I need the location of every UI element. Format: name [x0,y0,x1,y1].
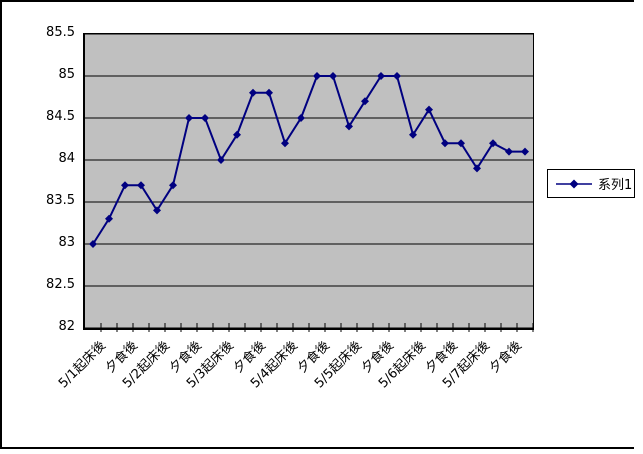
y-axis-tick-label: 84.5 [46,109,75,124]
y-axis-tick-label: 82 [58,319,75,334]
legend-series-marker-icon [556,179,592,188]
y-axis-tick-label: 85.5 [46,25,75,40]
legend-series-label: 系列1 [598,178,633,193]
series-line-chart [85,33,534,332]
y-axis-tick-label: 82.5 [46,277,75,292]
y-axis-tick-label: 83.5 [46,193,75,208]
y-axis-tick-label: 84 [58,151,75,166]
legend-box[interactable]: 系列1 [547,169,635,198]
y-axis-tick-label: 85 [58,67,75,82]
y-axis-tick-label: 83 [58,235,75,250]
plot-area[interactable] [83,33,534,332]
